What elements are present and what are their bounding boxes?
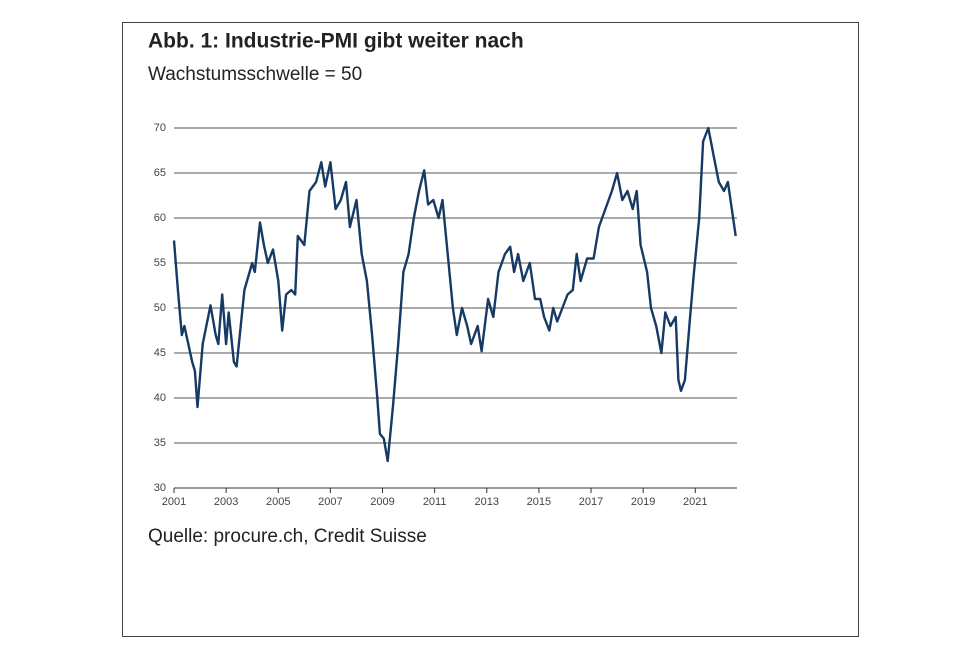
- x-tick-label: 2013: [475, 496, 499, 508]
- y-tick-label: 50: [154, 302, 166, 314]
- y-tick-label: 70: [154, 122, 166, 134]
- frame: [122, 22, 859, 637]
- y-tick-label: 55: [154, 257, 166, 269]
- y-tick-label: 45: [154, 347, 166, 359]
- source: Quelle: procure.ch, Credit Suisse: [148, 526, 427, 547]
- y-tick-label: 60: [154, 212, 166, 224]
- y-tick-label: 65: [154, 167, 166, 179]
- y-tick-label: 35: [154, 437, 166, 449]
- chart-subtitle: Wachstumsschwelle = 50: [148, 64, 362, 85]
- x-tick-label: 2019: [631, 496, 655, 508]
- x-tick-label: 2009: [370, 496, 394, 508]
- x-tick-label: 2021: [683, 496, 707, 508]
- x-tick-label: 2015: [527, 496, 551, 508]
- x-tick-label: 2005: [266, 496, 290, 508]
- x-tick-label: 2003: [214, 496, 238, 508]
- line: [172, 126, 737, 463]
- x-tick-label: 2007: [318, 496, 342, 508]
- x-tick-label: 2017: [579, 496, 603, 508]
- x-tick-label: 2001: [162, 496, 186, 508]
- y-tick-label: 40: [154, 392, 166, 404]
- x-tick-label: 2011: [423, 496, 447, 508]
- chart-title: Abb. 1: Industrie-PMI gibt weiter nach: [148, 30, 524, 53]
- y-tick-label: 30: [154, 482, 166, 494]
